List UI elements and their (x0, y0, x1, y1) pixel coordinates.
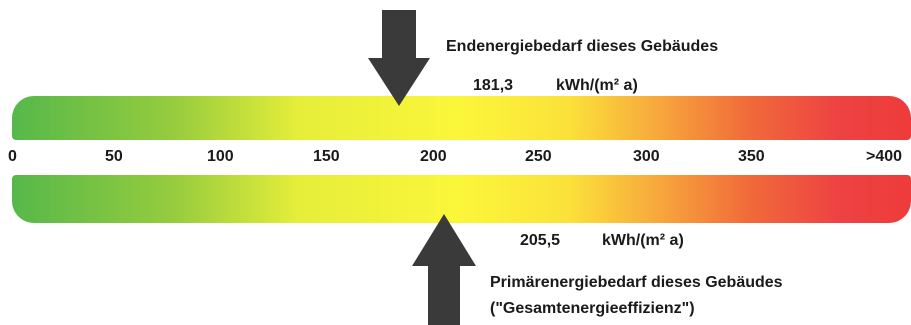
scale-tick-over-400: >400 (866, 148, 903, 165)
end-energy-value: 181,3 (473, 77, 514, 94)
end-energy-title: Endenergiebedarf dieses Gebäudes (446, 38, 719, 55)
primary-energy-value: 205,5 (520, 232, 561, 249)
scale-tick-50: 50 (105, 148, 123, 165)
primary-energy-arrow-up-icon (412, 214, 476, 325)
scale-strip (0, 140, 911, 175)
energy-scale-lower-band (12, 175, 911, 223)
end-energy-arrow-down-icon (368, 10, 430, 106)
scale-tick-250: 250 (525, 148, 552, 165)
end-energy-unit: kWh/(m² a) (556, 77, 638, 94)
scale-tick-150: 150 (313, 148, 340, 165)
scale-tick-100: 100 (207, 148, 234, 165)
primary-energy-subtitle: ("Gesamtenergieeffizienz") (490, 300, 695, 317)
primary-energy-unit: kWh/(m² a) (602, 232, 684, 249)
energy-scale-upper-band (12, 96, 911, 140)
scale-tick-300: 300 (633, 148, 660, 165)
scale-tick-0: 0 (8, 148, 17, 165)
scale-tick-350: 350 (738, 148, 765, 165)
primary-energy-title: Primärenergiebedarf dieses Gebäudes (490, 274, 783, 291)
scale-tick-200: 200 (420, 148, 447, 165)
